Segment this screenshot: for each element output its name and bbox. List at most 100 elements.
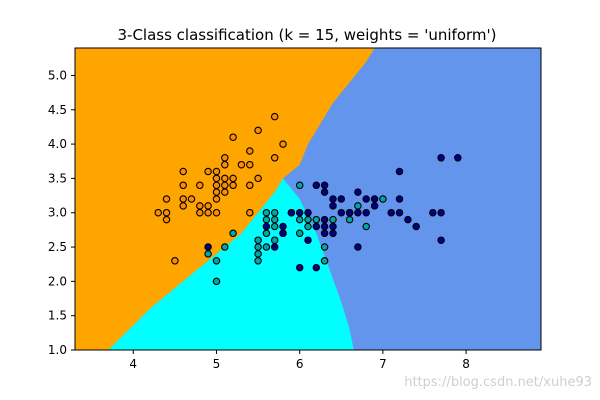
- data-point-class-1: [162, 208, 171, 217]
- data-point-class-3: [312, 181, 321, 190]
- data-point-class-1: [204, 202, 212, 210]
- data-point-class-3: [295, 208, 304, 217]
- y-tick-label: 3.0: [48, 206, 67, 220]
- data-point-class-2: [254, 250, 262, 258]
- chart-title: 3-Class classification (k = 15, weights …: [118, 26, 497, 44]
- data-point-class-1: [179, 195, 187, 203]
- data-point-class-1: [279, 140, 287, 148]
- data-point-class-3: [395, 208, 404, 217]
- data-point-class-1: [221, 154, 229, 162]
- data-point-class-3: [362, 208, 370, 217]
- y-tick-label: 5.0: [48, 68, 67, 82]
- data-point-class-1: [204, 208, 212, 217]
- data-point-class-1: [237, 160, 246, 169]
- data-point-class-1: [212, 208, 221, 217]
- data-point-class-2: [212, 277, 221, 286]
- data-point-class-3: [395, 195, 404, 203]
- data-point-class-3: [287, 208, 296, 217]
- data-point-class-3: [312, 222, 321, 231]
- data-point-class-3: [329, 222, 337, 231]
- x-tick-label: 4: [129, 357, 137, 371]
- data-point-class-3: [454, 154, 462, 162]
- data-point-class-1: [196, 181, 204, 190]
- data-point-class-3: [345, 208, 354, 217]
- data-point-class-3: [329, 202, 337, 210]
- data-point-class-3: [279, 229, 287, 238]
- data-point-class-1: [179, 202, 187, 210]
- data-point-class-1: [196, 208, 204, 217]
- data-point-class-1: [196, 202, 204, 210]
- data-point-class-1: [212, 188, 221, 196]
- data-point-class-2: [379, 195, 387, 203]
- data-point-class-3: [395, 167, 404, 176]
- data-point-class-3: [320, 215, 329, 224]
- data-point-class-2: [262, 243, 271, 251]
- data-point-class-2: [262, 215, 271, 224]
- data-point-class-3: [387, 208, 395, 217]
- data-point-class-1: [221, 174, 229, 183]
- data-point-class-2: [204, 250, 212, 258]
- y-tick-label: 4.0: [48, 137, 67, 151]
- data-point-class-3: [295, 263, 304, 272]
- data-point-class-1: [246, 147, 254, 155]
- data-point-class-3: [362, 195, 370, 203]
- data-point-class-2: [304, 222, 312, 231]
- data-point-class-1: [212, 174, 221, 183]
- data-point-class-2: [221, 243, 229, 251]
- data-point-class-3: [354, 243, 362, 251]
- region-cyan: [108, 178, 354, 350]
- y-tick-label: 1.0: [48, 343, 67, 357]
- data-point-class-1: [270, 112, 279, 121]
- data-point-class-3: [437, 236, 445, 244]
- data-point-class-2: [262, 229, 271, 238]
- data-point-class-1: [221, 188, 229, 196]
- data-point-class-1: [204, 167, 212, 176]
- data-point-class-1: [187, 195, 196, 203]
- data-point-class-3: [304, 236, 312, 244]
- data-point-class-1: [221, 160, 229, 169]
- data-point-class-3: [337, 208, 346, 217]
- data-point-class-2: [229, 229, 237, 238]
- data-point-class-1: [221, 181, 229, 190]
- data-point-class-2: [270, 208, 279, 217]
- data-point-class-2: [212, 257, 221, 265]
- data-point-class-2: [312, 215, 321, 224]
- data-point-class-1: [254, 126, 262, 135]
- y-tick-label: 2.5: [48, 240, 67, 254]
- data-point-class-1: [162, 215, 171, 224]
- y-tick-label: 1.5: [48, 309, 67, 323]
- data-point-class-2: [254, 236, 262, 244]
- data-point-class-2: [354, 202, 362, 210]
- watermark-text: https://blog.csdn.net/xuhe93: [404, 375, 592, 390]
- data-point-class-3: [354, 188, 362, 196]
- y-tick-label: 3.5: [48, 171, 67, 185]
- decision-regions: [75, 48, 541, 350]
- data-point-class-3: [312, 263, 321, 272]
- data-point-class-3: [337, 195, 346, 203]
- data-point-class-1: [212, 181, 221, 190]
- data-point-class-2: [270, 222, 279, 231]
- x-tick-label: 5: [213, 357, 221, 371]
- data-point-class-2: [320, 243, 329, 251]
- data-point-class-2: [262, 208, 271, 217]
- data-point-class-3: [304, 208, 312, 217]
- data-point-class-1: [229, 133, 237, 141]
- data-point-class-3: [412, 222, 420, 231]
- data-point-class-2: [254, 243, 262, 251]
- data-point-class-1: [179, 181, 187, 190]
- data-point-class-2: [345, 215, 354, 224]
- x-axis: 4 5 6 7 8: [129, 350, 470, 371]
- data-point-class-3: [429, 208, 437, 217]
- data-point-class-3: [437, 208, 445, 217]
- data-point-class-1: [246, 208, 254, 217]
- region-orange: [75, 48, 375, 350]
- data-point-class-1: [246, 181, 254, 190]
- y-tick-label: 4.5: [48, 103, 67, 117]
- x-tick-label: 6: [296, 357, 304, 371]
- data-point-class-3: [320, 181, 329, 190]
- data-point-class-2: [270, 236, 279, 244]
- data-point-class-1: [179, 167, 187, 176]
- data-point-class-3: [204, 243, 212, 251]
- data-point-class-3: [279, 222, 287, 231]
